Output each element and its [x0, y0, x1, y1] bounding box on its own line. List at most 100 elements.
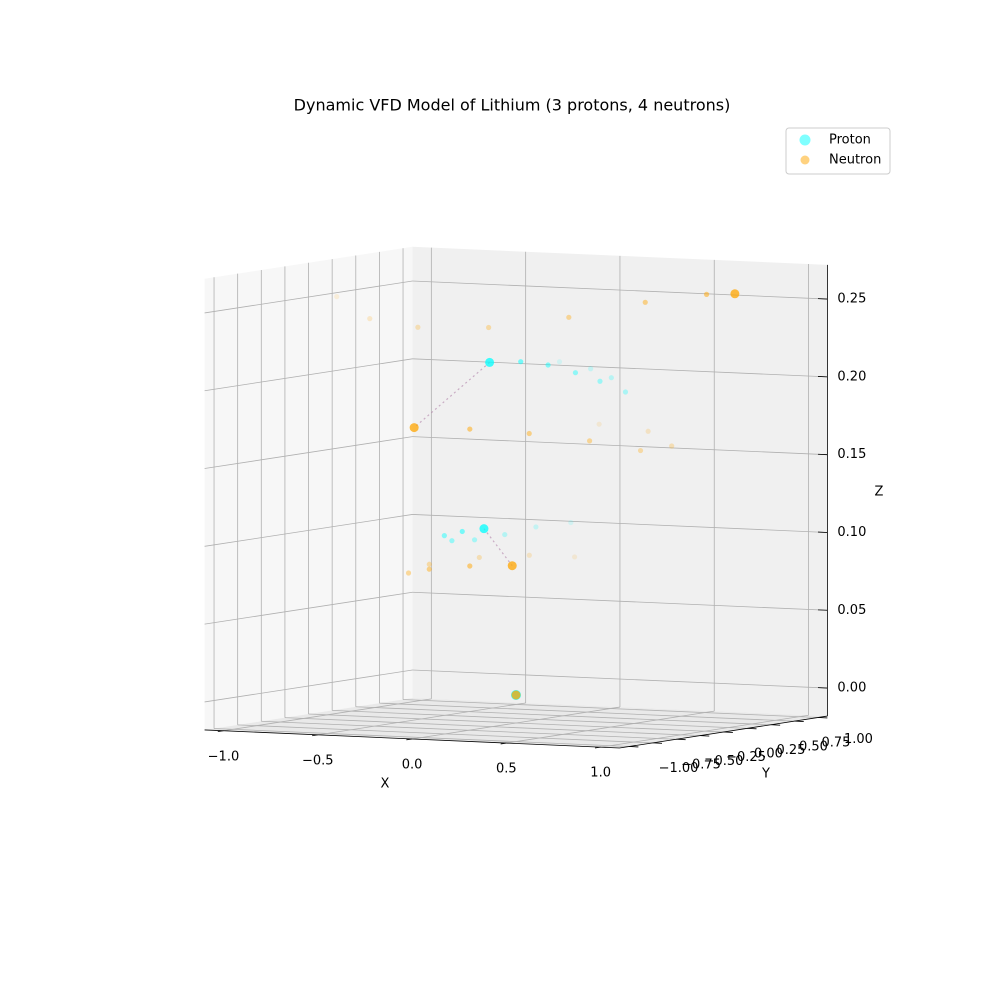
trail-point	[426, 561, 432, 567]
trail-point	[526, 430, 532, 437]
grid-line	[412, 280, 828, 300]
trail-point	[449, 538, 455, 544]
grid-line	[412, 436, 828, 456]
trail-point	[405, 570, 412, 576]
trail-point	[518, 359, 524, 365]
trail-point	[597, 378, 603, 384]
y-axis-line	[619, 715, 828, 749]
particle	[485, 357, 495, 367]
z-tick-label: 0.20	[837, 369, 866, 384]
trail-point	[645, 428, 651, 434]
grid-line	[379, 702, 795, 722]
legend-marker	[799, 134, 811, 146]
x-tick-label: −0.5	[302, 753, 334, 768]
x-axis-label: X	[381, 777, 390, 792]
grid: −1.0 −0.5 0.0 0.5 1.0 −1.00−0.75−0.50−0.250.0…	[204, 247, 873, 781]
x-tick-label: 0.0	[402, 757, 423, 772]
y-tick-label: 1.00	[844, 732, 873, 747]
y-tick-label: 0.75	[821, 736, 850, 751]
y-tick-label: 0.50	[799, 739, 828, 754]
grid-line	[332, 709, 748, 729]
trail-point	[426, 566, 432, 572]
trail-point	[334, 294, 340, 300]
y-tick-label: 0.25	[776, 743, 805, 758]
legend: Proton Neutron	[785, 127, 891, 175]
trail-point	[545, 362, 551, 368]
grid-line	[204, 669, 413, 703]
grid-line	[284, 717, 700, 737]
z-tick-label: 0.10	[837, 525, 866, 540]
trail-point	[642, 299, 648, 305]
trail-point	[415, 324, 421, 330]
trail-point	[568, 519, 574, 526]
grid-line	[214, 728, 629, 747]
grid-line	[204, 358, 413, 392]
particle	[507, 561, 517, 571]
marks	[334, 289, 740, 700]
trail-point	[502, 531, 508, 538]
trail-point	[459, 528, 465, 535]
trail-point	[586, 438, 593, 444]
y-tick-label: 0.00	[754, 747, 783, 762]
z-tick-label: 0.25	[837, 292, 866, 307]
grid-line	[412, 358, 828, 378]
y-tick-label: −0.25	[726, 750, 766, 765]
grid-line	[204, 514, 413, 547]
bond	[413, 361, 490, 429]
trail-point	[486, 324, 492, 331]
y-axis-label: Y	[761, 767, 770, 782]
trail-point	[556, 359, 563, 365]
grid-line	[261, 720, 677, 740]
z-tick-label: 0.15	[837, 447, 866, 462]
chart-title: Dynamic VFD Model of Lithium (3 protons,…	[294, 96, 731, 115]
x-tick-label: −1.0	[208, 749, 240, 764]
trail-point	[566, 314, 572, 320]
panes	[204, 246, 828, 748]
particle	[511, 690, 521, 700]
trail-point	[441, 533, 447, 539]
grid-line	[355, 706, 771, 726]
legend-label: Neutron	[829, 153, 881, 168]
trail-point	[622, 389, 629, 395]
trail-point	[526, 552, 532, 558]
trail-point	[476, 554, 482, 561]
trail-point	[588, 366, 594, 372]
x-tick-label: 0.5	[496, 762, 517, 777]
y-tick-label: −0.75	[681, 757, 721, 772]
z-axis-label: Z	[875, 485, 884, 500]
trail-point	[572, 554, 578, 560]
trail-point	[669, 443, 675, 449]
y-tick-label: −0.50	[704, 754, 744, 769]
trail-point	[637, 447, 644, 454]
grid-line	[204, 436, 413, 469]
legend-label: Proton	[829, 133, 871, 148]
trail-point	[533, 524, 539, 530]
trail-point	[596, 421, 602, 427]
grid-line	[204, 280, 413, 314]
grid-line	[403, 699, 818, 718]
grid-line	[412, 669, 828, 689]
particle	[730, 289, 740, 299]
trail-point	[608, 375, 614, 381]
legend-marker	[800, 155, 810, 165]
grid-line	[412, 514, 828, 533]
trail-point	[467, 426, 473, 432]
particle	[409, 423, 419, 433]
trail-point	[471, 537, 478, 543]
trail-point	[703, 291, 710, 297]
trail-point	[367, 316, 373, 322]
grid-line	[308, 713, 724, 733]
y-tick-label: −1.00	[659, 761, 699, 776]
x-axis-line	[204, 729, 620, 749]
grid-line	[204, 591, 413, 625]
z-tick-label: 0.05	[837, 603, 866, 618]
grid-line	[237, 724, 653, 744]
trail-point	[467, 563, 473, 569]
grid-line	[412, 591, 828, 611]
legend-box	[785, 127, 891, 175]
trail-point	[572, 370, 579, 376]
x-tick-label: 1.0	[590, 766, 611, 781]
particle	[479, 524, 489, 534]
z-tick-label: 0.00	[837, 681, 866, 696]
